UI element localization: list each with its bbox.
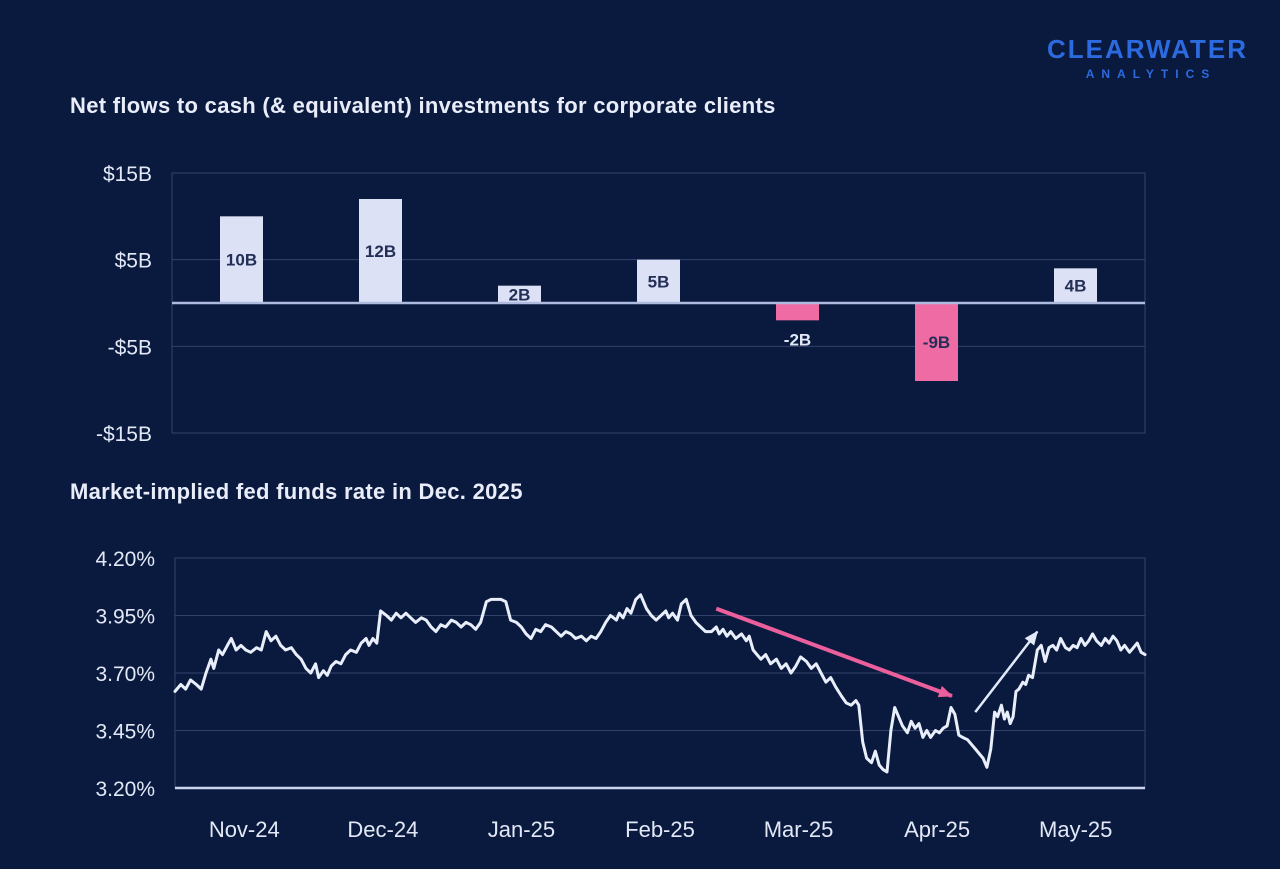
x-axis-label: Feb-25 bbox=[625, 817, 695, 842]
bar-y-axis-label: -$5B bbox=[108, 336, 152, 359]
fed-funds-rate-line bbox=[173, 593, 1147, 774]
line-y-axis-label: 4.20% bbox=[95, 548, 155, 571]
recovery-arrow bbox=[974, 630, 1039, 713]
bar-Dec-24 bbox=[359, 199, 402, 303]
bar-value-label: 10B bbox=[226, 251, 257, 270]
x-axis-label: Apr-25 bbox=[904, 817, 970, 842]
clearwater-logo: CLEARWATER ANALYTICS bbox=[1045, 34, 1250, 81]
bar-value-label: 5B bbox=[648, 272, 670, 291]
bar-Apr-25 bbox=[915, 303, 958, 381]
decline-arrow bbox=[715, 606, 953, 698]
bar-y-axis-label: -$15B bbox=[96, 423, 152, 446]
bar-y-axis-label: $5B bbox=[115, 250, 152, 273]
bar-Feb-25 bbox=[637, 259, 680, 303]
bar-value-label: -2B bbox=[784, 330, 811, 349]
logo-subtext: ANALYTICS bbox=[1085, 67, 1217, 81]
bar-Jan-25 bbox=[498, 285, 541, 303]
bar-value-label: 4B bbox=[1065, 277, 1087, 296]
line-y-axis-label: 3.95% bbox=[95, 606, 155, 629]
logo-wordmark: CLEARWATER bbox=[1046, 34, 1249, 64]
bar-Nov-24 bbox=[220, 216, 263, 303]
bar-Mar-25 bbox=[776, 303, 819, 321]
line-y-axis-label: 3.20% bbox=[95, 778, 155, 801]
bar-value-label: -9B bbox=[923, 333, 950, 352]
x-axis-label: Nov-24 bbox=[209, 817, 280, 842]
bar-y-axis-label: $15B bbox=[103, 163, 152, 186]
line-y-axis-label: 3.45% bbox=[95, 721, 155, 744]
bar-May-25 bbox=[1054, 268, 1097, 303]
bar-value-label: 12B bbox=[365, 242, 396, 261]
bar-chart-title: Net flows to cash (& equivalent) investm… bbox=[70, 93, 776, 118]
x-axis-label: May-25 bbox=[1039, 817, 1112, 842]
x-axis-label: Mar-25 bbox=[764, 817, 834, 842]
line-chart-title: Market-implied fed funds rate in Dec. 20… bbox=[70, 479, 523, 504]
x-axis-label: Dec-24 bbox=[347, 817, 418, 842]
bar-value-label: 2B bbox=[509, 285, 531, 304]
x-axis-label: Jan-25 bbox=[488, 817, 555, 842]
line-y-axis-label: 3.70% bbox=[95, 663, 155, 686]
